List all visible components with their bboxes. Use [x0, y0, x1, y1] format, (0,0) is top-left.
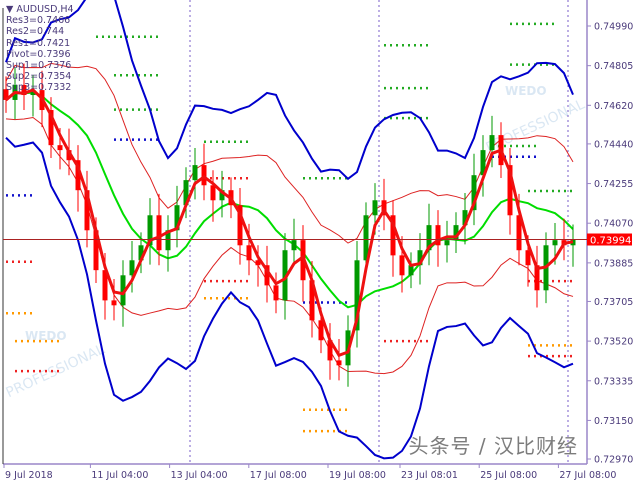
candle-body: [435, 225, 441, 246]
x-tick-label: 9 Jul 2018: [5, 470, 53, 481]
candle-body: [102, 270, 108, 301]
candle-body: [156, 215, 162, 251]
pivot-sup1: Sup1=0.7376: [6, 60, 72, 72]
candle-body: [309, 280, 315, 321]
candle-body: [246, 245, 252, 261]
candle-body: [399, 255, 405, 276]
symbol-title: ▼ AUDUSD,H4: [6, 4, 74, 15]
candle-body: [336, 360, 342, 366]
fast-ma: [5, 88, 574, 358]
candle-body: [525, 250, 531, 266]
y-tick-label: 0.73335: [594, 376, 633, 387]
candle-body: [219, 190, 225, 201]
candle-body: [264, 265, 270, 286]
candle-body: [363, 215, 369, 261]
candle-body: [138, 245, 144, 261]
y-tick-label: 0.73520: [594, 337, 633, 348]
candle-body: [444, 240, 450, 246]
pivot-legend: ▼ AUDUSD,H4 Res3=0.7466 Res2=0.744 Res1=…: [6, 4, 74, 94]
current-price-tag: [587, 233, 632, 246]
y-tick-label: 0.73150: [594, 416, 633, 427]
y-tick-label: 0.74440: [594, 139, 633, 150]
candle-body: [507, 165, 513, 216]
svg-text:PROFESSIONAL: PROFESSIONAL: [4, 341, 108, 401]
middle-ma: [5, 91, 574, 309]
watermark-text: 头条号 / 汉比财经: [408, 434, 578, 458]
candle-body: [318, 320, 324, 341]
pivot-res1: Res1=0.7421: [6, 37, 71, 49]
candle-body: [489, 135, 495, 151]
collapse-triangle-icon[interactable]: ▼: [6, 4, 17, 15]
y-tick-label: 0.74255: [594, 179, 633, 190]
x-tick-label: 17 Jul 08:00: [250, 470, 307, 481]
candle-body: [75, 160, 81, 191]
bollinger-upper: [5, 0, 574, 181]
current-price-label: 0.73994: [590, 236, 631, 247]
candle-body: [552, 240, 558, 246]
candle-body: [57, 145, 63, 151]
candle-body: [471, 175, 477, 211]
candle-body: [84, 190, 90, 231]
candle-body: [210, 185, 216, 201]
candle-body: [426, 225, 432, 251]
y-tick-label: 0.74805: [594, 61, 633, 72]
x-tick-label: 27 Jul 08:00: [559, 470, 616, 481]
candle-body: [120, 275, 126, 306]
candle-body: [111, 300, 117, 306]
candle-body: [129, 260, 135, 276]
pivot-sup3: Sup3=0.7332: [6, 82, 72, 94]
candle-body: [3, 89, 9, 100]
candle-body: [453, 225, 459, 241]
candle-body: [408, 265, 414, 276]
y-tick-label: 0.74070: [594, 219, 633, 230]
candle-body: [147, 215, 153, 246]
x-tick-label: 23 Jul 08:01: [401, 470, 458, 481]
y-tick-label: 0.73705: [594, 297, 633, 308]
x-tick-label: 11 Jul 04:00: [91, 470, 148, 481]
pivot-res2: Res2=0.744: [6, 26, 65, 38]
svg-text:WEDO: WEDO: [25, 329, 67, 343]
candle-body: [237, 205, 243, 246]
pivot-sup2: Sup2=0.7354: [6, 71, 72, 83]
y-tick-label: 0.74990: [594, 22, 633, 33]
candle-body: [417, 250, 423, 266]
y-tick-label: 0.74620: [594, 101, 633, 112]
svg-text:WEDO: WEDO: [505, 84, 547, 98]
candle-body: [30, 90, 36, 96]
x-tick-label: 19 Jul 08:00: [329, 470, 386, 481]
x-tick-label: 25 Jul 08:00: [480, 470, 537, 481]
candle-body: [273, 285, 279, 301]
candle-body: [390, 215, 396, 256]
candle-body: [183, 180, 189, 206]
candle-body: [534, 265, 540, 291]
candle-body: [93, 230, 99, 271]
candle-body: [66, 150, 72, 161]
pivot-res3: Res3=0.7466: [6, 15, 71, 27]
candle-body: [516, 215, 522, 251]
candle-body: [480, 150, 486, 176]
candle-body: [165, 230, 171, 251]
candle-body: [255, 260, 261, 266]
candle-body: [48, 110, 54, 146]
candle-body: [282, 250, 288, 301]
candle-body: [372, 200, 378, 216]
candle-body: [354, 260, 360, 331]
candle-body: [291, 240, 297, 251]
y-tick-label: 0.72970: [594, 455, 633, 466]
candle-body: [174, 205, 180, 231]
candle-body: [21, 84, 27, 96]
x-tick-label: 13 Jul 04:00: [171, 470, 228, 481]
bollinger-lower: [5, 136, 574, 460]
pivot-main: Pivot=0.7396: [6, 48, 71, 60]
candle-body: [327, 340, 333, 361]
candle-body: [462, 210, 468, 226]
envelope-upper: [5, 62, 574, 244]
candle-body: [192, 165, 198, 181]
y-tick-label: 0.73885: [594, 258, 633, 269]
